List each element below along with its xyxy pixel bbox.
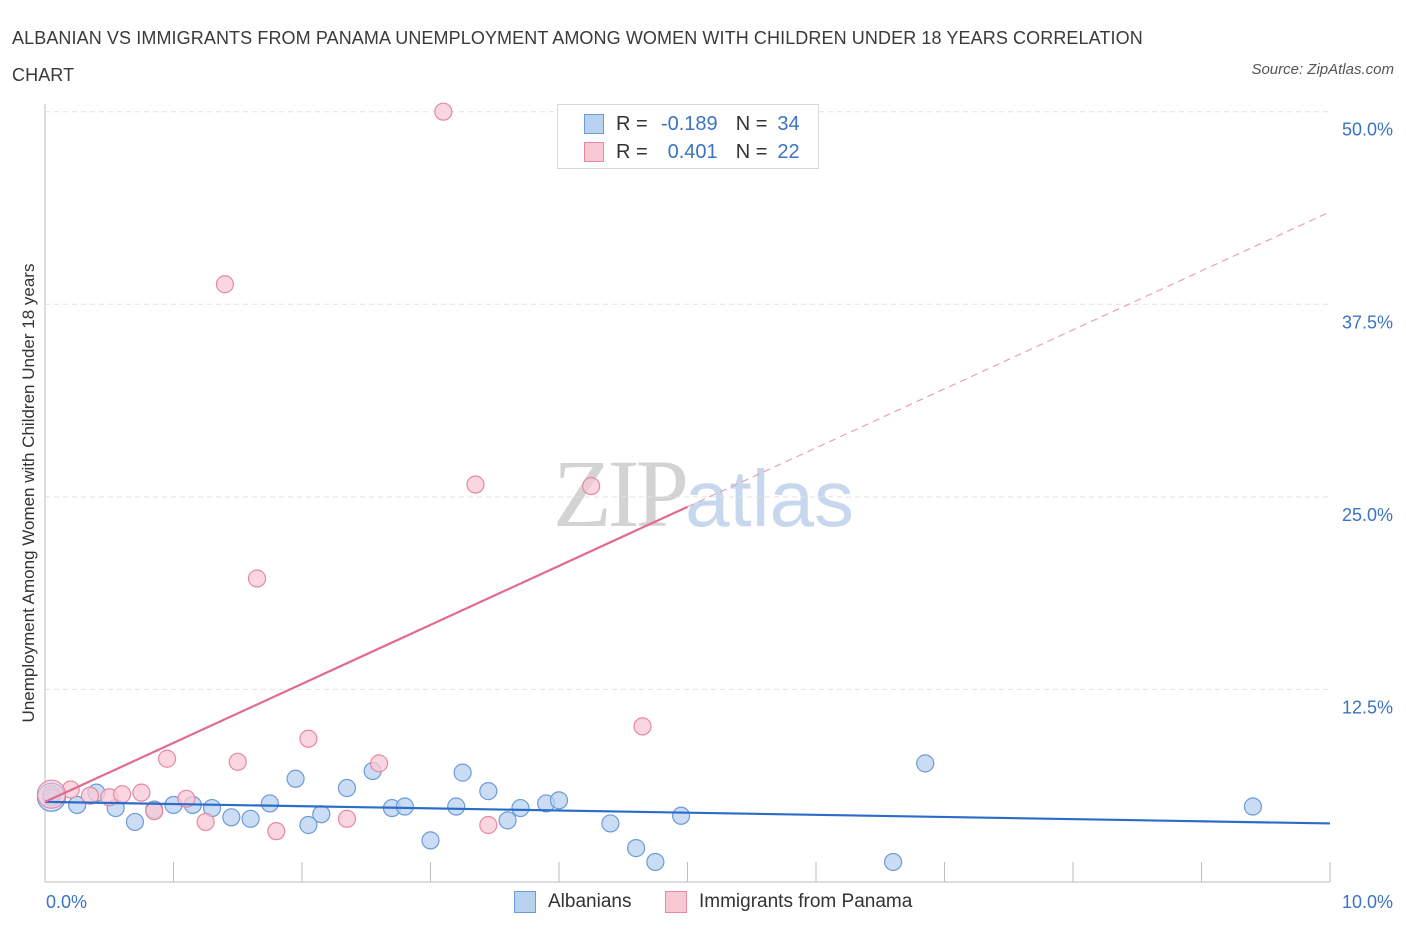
point-panama <box>299 729 318 748</box>
trend-line-albanians <box>44 800 1331 825</box>
watermark-zip: ZIP <box>553 440 689 547</box>
point-albanians <box>125 812 145 832</box>
point-albanians <box>447 797 466 816</box>
point-albanians <box>421 831 440 850</box>
r-label: R = <box>616 140 648 163</box>
r-value: -0.189 <box>660 112 718 135</box>
n-label: N = <box>735 140 768 163</box>
point-albanians <box>395 797 414 816</box>
point-panama <box>215 275 234 294</box>
point-panama <box>132 783 151 802</box>
r-value: 0.401 <box>667 140 718 163</box>
point-panama <box>157 749 177 768</box>
y-tick-label: 37.5% <box>1342 312 1393 332</box>
point-albanians <box>601 814 620 833</box>
y-tick-label: 50.0% <box>1342 120 1393 140</box>
chart-title: ALBANIAN VS IMMIGRANTS FROM PANAMA UNEMP… <box>12 28 1143 85</box>
point-panama <box>228 752 247 771</box>
point-albanians <box>1243 797 1263 816</box>
albanians-swatch <box>584 114 604 134</box>
trend-line-extension-panama <box>687 211 1331 508</box>
y-axis-title: Unemployment Among Women with Children U… <box>19 264 38 723</box>
point-albanians <box>498 811 517 830</box>
point-albanians <box>312 805 331 824</box>
point-panama <box>466 475 485 494</box>
chart-source: Source: ZipAtlas.com <box>1251 61 1394 78</box>
legend-label-panama: Immigrants from Panama <box>699 891 913 912</box>
point-panama <box>479 815 498 835</box>
legend-label-albanians: Albanians <box>548 891 632 912</box>
point-albanians <box>916 754 935 773</box>
point-panama <box>177 789 196 808</box>
point-panama <box>633 717 652 736</box>
point-albanians <box>337 778 357 798</box>
x-tick-label-max: 10.0% <box>1342 892 1393 912</box>
point-albanians <box>646 852 665 872</box>
trend-line-panama <box>44 505 688 803</box>
stats-legend-row-albanians: R = -0.189 N = 34 <box>584 111 800 137</box>
point-panama <box>112 785 132 804</box>
point-albanians <box>479 782 498 801</box>
point-albanians <box>299 815 318 835</box>
point-panama <box>247 569 267 588</box>
point-albanians <box>241 809 260 828</box>
legend-item-panama[interactable]: Immigrants from Panama <box>665 889 912 915</box>
point-albanians <box>453 763 472 782</box>
panama-swatch <box>584 142 604 162</box>
point-albanians <box>883 852 903 872</box>
r-label: R = <box>616 112 648 135</box>
y-tick-label: 12.5% <box>1342 697 1393 717</box>
point-albanians <box>549 791 569 810</box>
point-panama <box>337 809 357 828</box>
point-albanians <box>68 795 87 815</box>
stats-legend-row-panama: R = 0.401 N = 22 <box>584 139 800 165</box>
point-albanians <box>222 808 241 827</box>
point-panama <box>370 754 389 773</box>
legend-item-albanians[interactable]: Albanians <box>514 889 631 915</box>
point-panama <box>434 102 453 121</box>
point-panama <box>582 476 601 496</box>
n-label: N = <box>735 112 768 135</box>
point-albanians <box>286 769 305 788</box>
n-value: 34 <box>777 112 800 135</box>
panama-legend-swatch <box>665 891 687 913</box>
y-tick-label: 25.0% <box>1342 505 1393 525</box>
x-tick-label-min: 0.0% <box>46 892 87 912</box>
point-albanians <box>671 806 691 825</box>
point-panama <box>267 822 286 841</box>
point-panama <box>145 802 164 821</box>
point-panama <box>196 812 215 832</box>
point-albanians <box>511 798 530 818</box>
point-albanians <box>626 839 646 858</box>
n-value: 22 <box>777 140 800 163</box>
point-albanians <box>260 794 279 813</box>
point-panama <box>80 786 100 805</box>
albanians-legend-swatch <box>514 891 536 913</box>
stats-legend: R = -0.189 N = 34 R = 0.401 N = 22 <box>557 104 819 169</box>
